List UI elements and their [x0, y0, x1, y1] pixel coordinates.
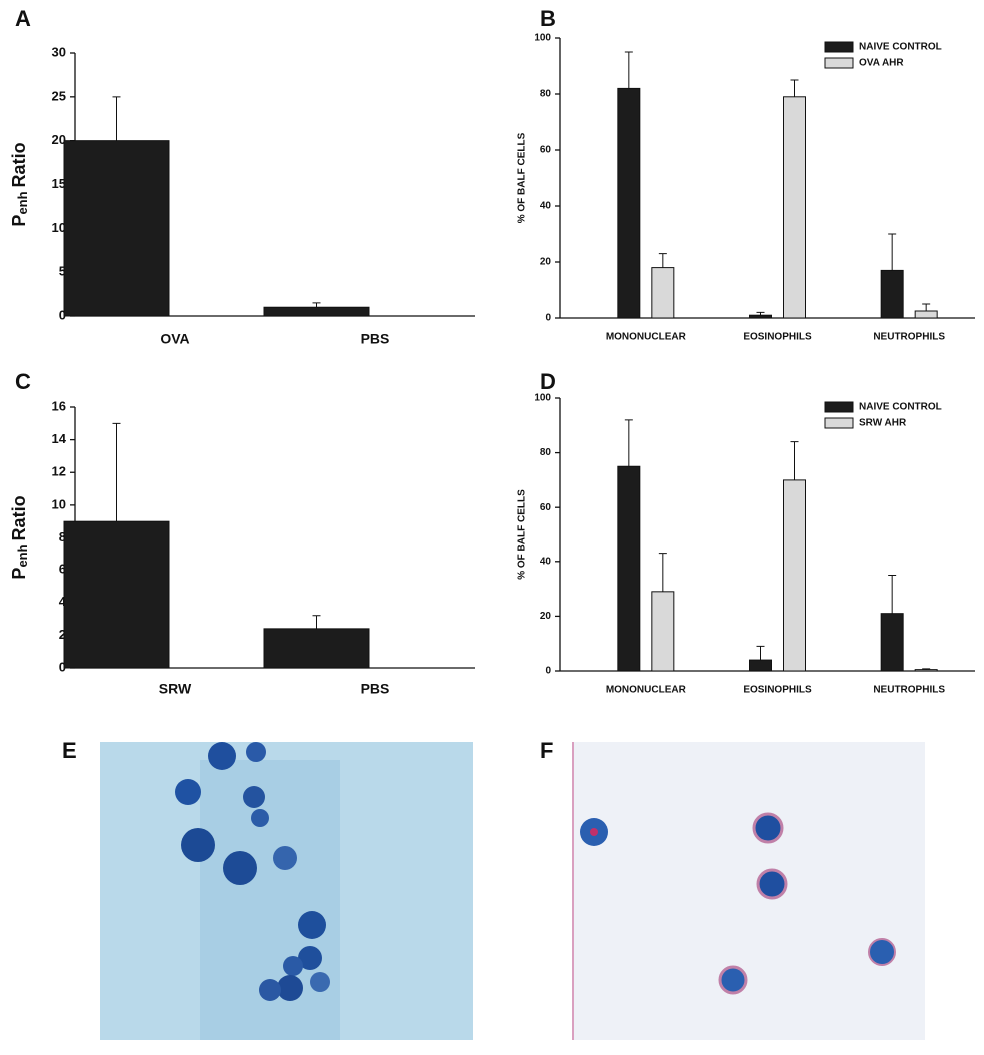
y-axis-label-part: enh: [15, 544, 30, 567]
error-bar: [312, 615, 321, 629]
y-tick-label: 40: [540, 201, 552, 212]
panel-label: F: [540, 738, 553, 763]
legend-label: NAIVE CONTROL: [859, 42, 942, 53]
y-tick-label: 12: [52, 464, 66, 479]
bar: [880, 269, 904, 319]
bar: [617, 87, 641, 319]
x-tick-label: NEUTROPHILS: [873, 332, 945, 343]
bar: [63, 140, 170, 317]
bar: [263, 628, 370, 669]
error-bar: [624, 51, 633, 89]
y-tick-label: 14: [52, 431, 67, 446]
x-tick-label: MONONUCLEAR: [606, 685, 687, 696]
legend-swatch: [824, 57, 854, 69]
y-tick-label: 30: [52, 44, 66, 59]
y-tick-label: 10: [52, 220, 66, 235]
bar: [914, 669, 938, 672]
y-tick-label: 0: [59, 307, 66, 322]
panel-label: A: [15, 6, 31, 31]
panel-label: B: [540, 6, 556, 31]
bar: [880, 613, 904, 672]
y-tick-label: 15: [52, 176, 66, 191]
error-bar: [922, 303, 931, 311]
error-bar: [790, 441, 799, 480]
bar: [617, 465, 641, 672]
y-axis-label: % OF BALF CELLS: [517, 132, 528, 223]
legend-label: NAIVE CONTROL: [859, 402, 942, 413]
error-bar: [790, 79, 799, 97]
y-axis-label: % OF BALF CELLS: [517, 489, 528, 580]
error-bar: [658, 253, 667, 268]
y-tick-label: 20: [540, 611, 552, 622]
error-bar: [756, 645, 765, 661]
y-tick-label: 20: [52, 132, 66, 147]
legend-label: OVA AHR: [859, 58, 904, 69]
y-tick-label: 100: [534, 393, 551, 404]
bar: [63, 520, 170, 669]
panel-label: D: [540, 369, 556, 394]
micrograph-e: [100, 742, 473, 1040]
y-tick-label: 4: [59, 594, 67, 609]
y-tick-label: 40: [540, 556, 552, 567]
y-tick-label: 100: [534, 33, 551, 44]
x-tick-label: NEUTROPHILS: [873, 685, 945, 696]
y-tick-label: 80: [540, 89, 552, 100]
y-axis-label: Penh Ratio: [9, 495, 31, 579]
error-bar: [888, 574, 897, 614]
bar: [914, 310, 938, 319]
y-tick-label: 25: [52, 88, 66, 103]
bar: [651, 591, 675, 672]
bar: [783, 96, 806, 319]
x-tick-label: EOSINOPHILS: [743, 685, 812, 696]
y-tick-label: 0: [59, 659, 66, 674]
y-tick-label: 0: [545, 666, 551, 677]
x-tick-label: EOSINOPHILS: [743, 332, 812, 343]
error-bar: [312, 302, 321, 308]
y-tick-label: 60: [540, 145, 552, 156]
bar: [749, 659, 772, 672]
y-tick-label: 5: [59, 264, 66, 279]
bar: [651, 267, 675, 319]
error-bar: [624, 419, 633, 467]
error-bar: [756, 311, 765, 316]
x-tick-label: PBS: [361, 681, 390, 697]
y-tick-label: 10: [52, 496, 66, 511]
y-tick-label: 6: [59, 562, 66, 577]
y-axis-label-part: enh: [15, 191, 30, 214]
y-tick-label: 80: [540, 447, 552, 458]
error-bar: [112, 422, 121, 522]
legend-swatch: [824, 417, 854, 429]
y-tick-label: 2: [59, 627, 66, 642]
legend-swatch: [824, 41, 854, 53]
y-tick-label: 8: [59, 529, 66, 544]
error-bar: [922, 668, 931, 670]
y-axis-label: Penh Ratio: [9, 142, 31, 226]
y-tick-label: 60: [540, 502, 552, 513]
panel-label: E: [62, 738, 77, 763]
error-bar: [888, 233, 897, 271]
y-tick-label: 20: [540, 257, 552, 268]
x-tick-label: MONONUCLEAR: [606, 332, 687, 343]
y-tick-label: 0: [545, 313, 551, 324]
legend-label: SRW AHR: [859, 418, 907, 429]
x-tick-label: OVA: [160, 331, 189, 347]
y-axis-label-part: P: [9, 568, 29, 580]
micrograph-f: [572, 742, 925, 1040]
y-tick-label: 16: [52, 398, 66, 413]
error-bar: [112, 96, 121, 141]
error-bar: [658, 553, 667, 592]
y-axis-label-part: Ratio: [9, 495, 29, 540]
bar: [783, 479, 806, 672]
y-axis-label-part: Ratio: [9, 142, 29, 187]
y-axis-label-part: P: [9, 215, 29, 227]
x-tick-label: PBS: [361, 331, 390, 347]
bar: [263, 306, 370, 317]
x-tick-label: SRW: [159, 681, 192, 697]
panel-label: C: [15, 369, 31, 394]
legend-swatch: [824, 401, 854, 413]
bar: [749, 314, 772, 319]
